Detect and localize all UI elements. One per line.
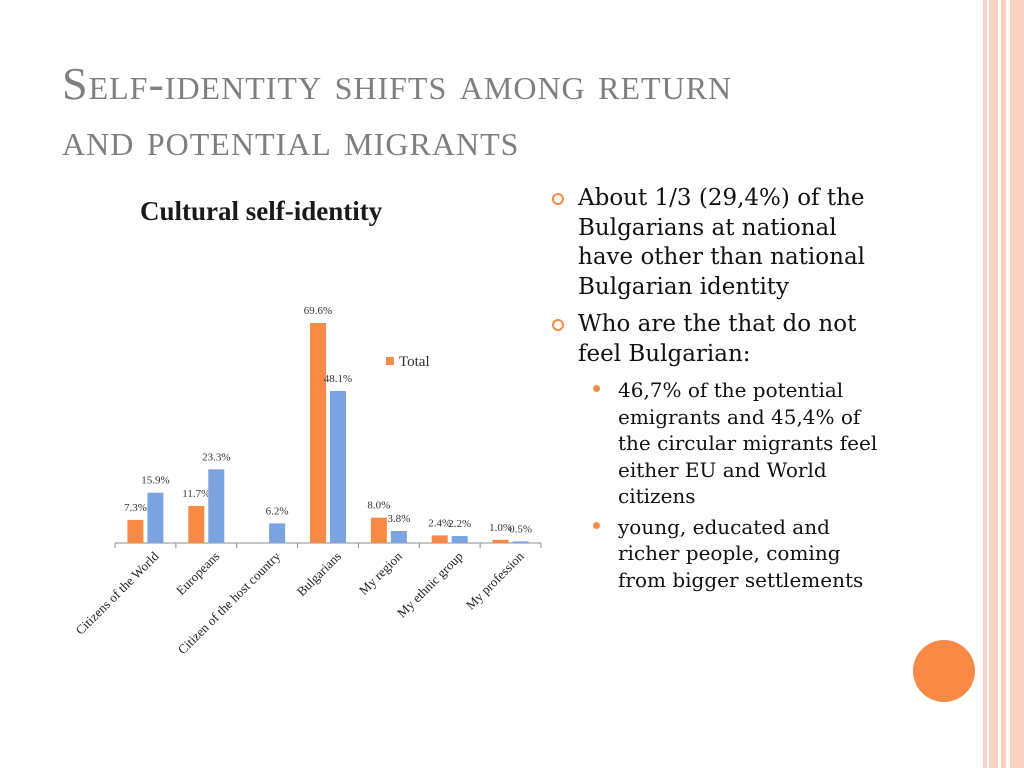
bullet-text: About 1/3 (29,4%) of the Bulgarians at n…	[578, 185, 866, 300]
bullet-item: Who are the that do not feel Bulgarian:	[552, 310, 892, 369]
bar	[431, 535, 448, 543]
decor-circle	[913, 640, 975, 702]
bar	[127, 519, 144, 543]
data-label: 11.7%	[182, 488, 210, 500]
bar	[370, 517, 387, 543]
data-label: 2.2%	[448, 518, 471, 530]
data-label: 1.0%	[489, 522, 512, 534]
bar	[330, 390, 346, 543]
slide-title-line: Self-identity shifts among return	[62, 58, 733, 109]
bullet-dot-icon	[593, 385, 600, 392]
slide-title-line: and potential migrants	[62, 114, 520, 165]
bullet-list: About 1/3 (29,4%) of the Bulgarians at n…	[552, 184, 892, 597]
bar	[492, 539, 509, 543]
bar-chart: 7.3% 11.7% 69.6% 8.0% 2.4% 1.0% 15.9% 23.3% 6.2%…	[72, 305, 542, 657]
sub-bullet-text: 46,7% of the potential emigrants and 45,…	[618, 378, 878, 508]
data-label: 8.0%	[367, 500, 390, 512]
bullet-ring-icon	[552, 193, 564, 205]
bullet-ring-icon	[552, 319, 564, 331]
category-tick-label: Citizens of the World	[72, 548, 161, 637]
category-tick-label: My region	[356, 548, 406, 598]
slide-title: Self-identity shifts among return and po…	[62, 56, 922, 168]
decor-stripe	[983, 0, 987, 768]
data-label: 0.5%	[509, 523, 532, 535]
bar	[269, 523, 286, 543]
bar	[451, 536, 468, 543]
sub-bullet-text: young, educated and richer people, comin…	[618, 514, 864, 592]
bullet-item: About 1/3 (29,4%) of the Bulgarians at n…	[552, 184, 892, 302]
bar	[512, 541, 529, 543]
bullet-dot-icon	[593, 521, 600, 529]
bar	[188, 506, 205, 543]
data-label: 69.6%	[304, 305, 332, 317]
sub-bullet-item: 46,7% of the potential emigrants and 45,…	[552, 377, 892, 510]
data-label: 23.3%	[202, 451, 230, 463]
chart-title: Cultural self-identity	[140, 196, 383, 226]
legend-swatch	[386, 357, 394, 365]
data-label: 15.9%	[141, 475, 169, 487]
category-tick-label: My profession	[463, 548, 527, 612]
bar	[208, 469, 225, 543]
category-tick-label: Europeans	[173, 549, 222, 598]
category-tick-label: Bulgarians	[294, 549, 344, 599]
category-tick-label: Citizen of the host country	[175, 548, 284, 657]
decor-stripe	[989, 0, 998, 768]
decor-stripe	[1010, 0, 1024, 768]
bar	[390, 530, 407, 543]
data-label: 7.3%	[124, 502, 147, 514]
bar	[147, 492, 164, 543]
sub-bullet-item: young, educated and richer people, comin…	[552, 514, 892, 594]
data-label: 48.1%	[324, 373, 352, 385]
bar	[310, 323, 326, 543]
data-label: 6.2%	[266, 505, 289, 517]
bullet-text: Who are the that do not feel Bulgarian:	[578, 311, 857, 367]
decor-stripe	[1001, 0, 1006, 768]
legend-label: Total	[399, 354, 430, 370]
data-label: 3.8%	[387, 513, 410, 525]
data-label: 2.4%	[428, 517, 451, 529]
